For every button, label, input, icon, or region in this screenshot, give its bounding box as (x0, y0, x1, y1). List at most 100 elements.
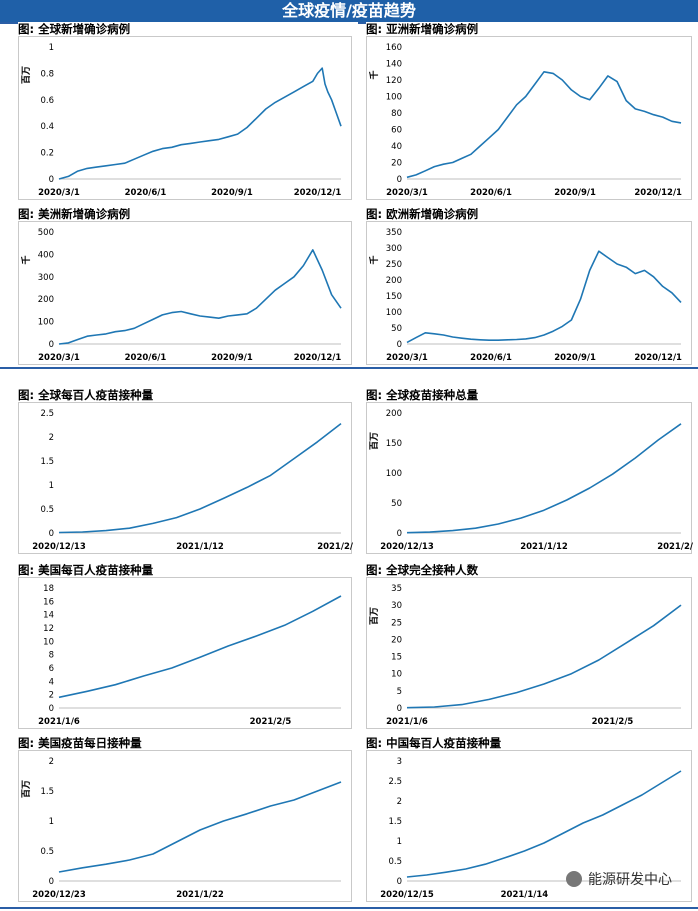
y-tick-label: 1 (49, 43, 54, 53)
x-tick-label: 2020/9/1 (211, 188, 253, 198)
y-tick-label: 1 (49, 481, 54, 491)
chart-frame: 0 2 4 6 8 10 12 14 16 18 2021/1/6 2021/2/5 (18, 577, 352, 729)
y-tick-label: 5 (397, 687, 402, 697)
y-tick-label: 20 (391, 159, 402, 169)
x-tick-label: 2020/12/1 (294, 188, 342, 198)
y-tick-label: 1.5 (40, 787, 54, 797)
chart-frame: 百万 0 5 10 15 20 25 30 35 2021/1/6 2021/2/5 (366, 577, 692, 729)
page-header: 全球疫情/疫苗趋势 (0, 0, 698, 22)
y-tick-label: 14 (43, 611, 54, 621)
chart-c5: 0 0.5 1 1.5 2 2.5 2020/12/13 2021/1/12 2021/2/11 (32, 409, 365, 552)
y-tick-label: 60 (391, 126, 402, 136)
y-tick-label: 0 (49, 340, 54, 350)
y-axis-label: 百万 (369, 432, 380, 450)
y-tick-label: 2 (49, 433, 54, 443)
chart-panel-c4: 图: 欧洲新增确诊病例千 0 50 100 150 200 250 300 350 2020/3/… (366, 207, 698, 367)
x-tick-label: 2021/1/6 (38, 717, 80, 727)
series-line-c10 (406, 770, 682, 878)
y-tick-label: 1.5 (388, 817, 402, 827)
chart-frame: 千 0 50 100 150 200 250 300 350 2020/3/1 2020/6/1 20… (366, 221, 692, 365)
x-tick-label: 2021/1/14 (501, 890, 549, 900)
x-tick-label: 2020/3/1 (386, 353, 428, 363)
y-tick-label: 6 (49, 664, 54, 674)
chart-panel-c2: 图: 亚洲新增确诊病例千 0 20 40 60 80 100 120 140 160 2020/3/… (366, 22, 698, 202)
y-axis-label: 百万 (21, 780, 32, 798)
x-tick-label: 2020/3/1 (386, 188, 428, 198)
series-line-c9 (58, 781, 342, 873)
y-tick-label: 25 (391, 618, 402, 628)
chart-title: 图: 欧洲新增确诊病例 (366, 207, 479, 221)
chart-title: 图: 美国每百人疫苗接种量 (18, 563, 154, 577)
y-tick-label: 100 (386, 308, 402, 318)
y-axis-label: 百万 (369, 607, 380, 625)
y-axis-label: 千 (20, 255, 32, 264)
y-tick-label: 100 (386, 93, 402, 103)
y-tick-label: 8 (49, 651, 54, 661)
chart-c4: 千 0 50 100 150 200 250 300 350 2020/3/1 2020/6/1 20… (368, 228, 682, 363)
y-tick-label: 0.4 (40, 122, 54, 132)
y-tick-label: 400 (38, 250, 54, 260)
x-tick-label: 2020/12/15 (380, 890, 434, 900)
series-line-c3 (58, 249, 342, 345)
y-tick-label: 1 (49, 817, 54, 827)
chart-title: 图: 亚洲新增确诊病例 (366, 22, 479, 36)
chart-c6: 百万 0 50 100 150 200 2020/12/13 2021/1/12 2021/2/… (369, 409, 698, 552)
x-tick-label: 2020/3/1 (38, 353, 80, 363)
chart-title: 图: 美国疫苗每日接种量 (18, 736, 142, 750)
series-line-c1 (58, 67, 342, 180)
chart-c3: 千 0 100 200 300 400 500 2020/3/1 2020/6/1 2020/9/… (20, 228, 342, 363)
y-tick-label: 80 (391, 109, 402, 119)
x-tick-label: 2021/1/12 (176, 542, 224, 552)
y-tick-label: 3 (397, 757, 402, 767)
y-tick-label: 300 (38, 273, 54, 283)
series-line-c8 (406, 604, 682, 709)
x-tick-label: 2020/6/1 (470, 353, 512, 363)
watermark-text: 能源研发中心 (588, 872, 672, 888)
x-tick-label: 2020/6/1 (125, 188, 167, 198)
y-tick-label: 40 (391, 142, 402, 152)
x-tick-label: 2020/9/1 (554, 353, 596, 363)
x-tick-label: 2021/2/5 (592, 717, 634, 727)
y-tick-label: 0.5 (40, 847, 54, 857)
y-tick-label: 0 (397, 529, 402, 539)
x-tick-label: 2021/2/5 (250, 717, 292, 727)
series-line-c7 (58, 595, 342, 699)
chart-panel-c3: 图: 美洲新增确诊病例千 0 100 200 300 400 500 2020/3/1 2020… (18, 207, 358, 367)
y-tick-label: 35 (391, 584, 402, 594)
y-tick-label: 4 (49, 677, 54, 687)
y-tick-label: 0.5 (40, 505, 54, 515)
y-tick-label: 0 (397, 340, 402, 350)
chart-title: 图: 美洲新增确诊病例 (18, 207, 131, 221)
x-tick-label: 2021/1/12 (520, 542, 568, 552)
x-tick-label: 2020/6/1 (125, 353, 167, 363)
chart-panel-c6: 图: 全球疫苗接种总量 百万 0 50 100 150 200 2020/12/13 2021/… (366, 388, 698, 556)
x-tick-label: 2020/12/23 (32, 890, 86, 900)
x-tick-label: 2021/2/11 (657, 542, 693, 552)
y-tick-label: 16 (43, 597, 54, 607)
y-tick-label: 250 (386, 260, 402, 270)
y-tick-label: 30 (391, 601, 402, 611)
chart-panel-c8: 图: 全球完全接种人数 百万 0 5 10 15 20 25 30 35 2021/1/6 2021/… (366, 563, 698, 731)
y-tick-label: 20 (391, 635, 402, 645)
chart-panel-c9: 图: 美国疫苗每日接种量 百万 0 0.5 1 1.5 2 2020/12/23 2021/1/… (18, 736, 358, 904)
watermark: 能源研发中心 (566, 869, 672, 889)
x-tick-label: 2020/9/1 (554, 188, 596, 198)
y-tick-label: 140 (386, 60, 402, 70)
chart-frame: 百万 0 50 100 150 200 2020/12/13 2021/1/12 2021/2/… (366, 402, 698, 554)
y-axis-label: 千 (368, 70, 380, 79)
y-axis-label: 百万 (21, 66, 32, 84)
series-line-c4 (406, 250, 682, 344)
chart-frame: 千 0 100 200 300 400 500 2020/3/1 2020/6/1 2020/9/… (18, 221, 352, 365)
chart-panel-c10: 图: 中国每百人疫苗接种量 0 0.5 1 1.5 2 2.5 3 2020/12/15 2021… (366, 736, 698, 904)
chart-title: 图: 全球新增确诊病例 (18, 22, 131, 36)
y-tick-label: 0.6 (40, 96, 54, 106)
y-tick-label: 300 (386, 244, 402, 254)
y-tick-label: 2.5 (388, 777, 402, 787)
x-tick-label: 2020/3/1 (38, 188, 80, 198)
chart-frame: 0 0.5 1 1.5 2 2.5 3 2020/12/15 2021/1/14 (366, 750, 692, 902)
chart-title: 图: 中国每百人疫苗接种量 (366, 736, 502, 750)
x-tick-label: 2020/12/1 (294, 353, 342, 363)
series-line-c2 (406, 71, 682, 179)
chart-panel-c5: 图: 全球每百人疫苗接种量 0 0.5 1 1.5 2 2.5 2020/12/13 2021/… (18, 388, 365, 556)
y-tick-label: 10 (43, 637, 54, 647)
